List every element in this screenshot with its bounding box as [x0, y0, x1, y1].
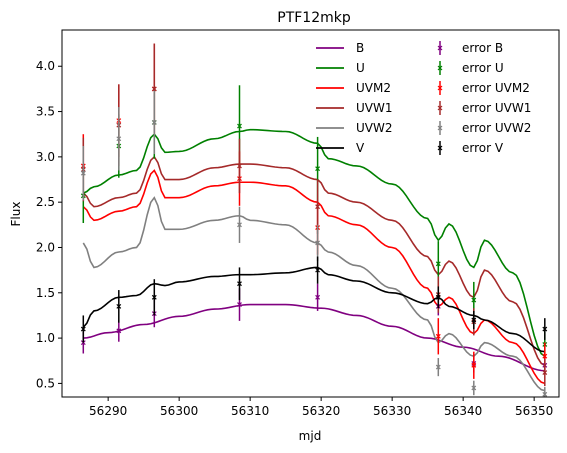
- legend-label: error V: [462, 141, 504, 155]
- data-point: [471, 297, 477, 303]
- data-point: [151, 294, 157, 300]
- data-point: [237, 281, 242, 287]
- x-tick-label: 56340: [444, 404, 482, 418]
- y-tick-label: 2.0: [36, 240, 55, 254]
- plot-frame: [61, 29, 560, 398]
- y-tick-label: 2.5: [36, 195, 55, 209]
- data-point: [471, 317, 477, 323]
- x-tick-label: 56290: [89, 404, 127, 418]
- x-tick-label: 56330: [373, 404, 411, 418]
- legend-label: B: [356, 41, 364, 55]
- x-tick-label: 56350: [515, 404, 553, 418]
- data-point: [315, 294, 321, 300]
- legend-label: error UVW2: [462, 121, 531, 135]
- data-point: [435, 364, 441, 370]
- series-line-v: [82, 266, 545, 353]
- legend-label: error UVM2: [462, 81, 530, 95]
- data-point: [542, 326, 548, 332]
- data-point: [151, 120, 157, 125]
- data-point: [80, 340, 86, 346]
- x-axis-label: mjd: [299, 429, 322, 443]
- data-point: [80, 326, 86, 332]
- y-tick-label: 3.5: [36, 105, 55, 119]
- series-line-uvm2: [82, 169, 546, 385]
- legend-marker: [437, 145, 443, 151]
- data-point: [237, 163, 242, 169]
- x-tick-label: 56320: [302, 404, 340, 418]
- y-tick-label: 4.0: [36, 59, 55, 73]
- y-tick-label: 0.5: [36, 376, 55, 390]
- x-tick-label: 56300: [160, 404, 198, 418]
- data-point: [116, 136, 122, 142]
- series-line-uvw2: [82, 196, 546, 392]
- legend-marker: [437, 65, 443, 71]
- data-point: [435, 261, 441, 267]
- legend-marker: [437, 85, 443, 91]
- y-tick-label: 1.0: [36, 331, 55, 345]
- plot-area: [80, 43, 548, 397]
- chart-title: PTF12mkp: [277, 10, 351, 26]
- data-point: [237, 222, 242, 228]
- series-line-uvw1: [82, 155, 546, 366]
- x-axis: 56290 56300 56310 56320 56330 56340 56350: [89, 397, 553, 418]
- y-axis-label: Flux: [9, 202, 23, 227]
- data-point: [315, 204, 321, 210]
- legend-label: U: [356, 61, 365, 75]
- legend-label: UVM2: [356, 81, 391, 95]
- data-point: [315, 166, 321, 172]
- data-point: [237, 302, 242, 307]
- legend-label: error U: [462, 61, 504, 75]
- data-point: [542, 391, 548, 397]
- data-point: [116, 303, 122, 309]
- x-tick-label: 56310: [231, 404, 269, 418]
- legend-marker: [437, 125, 443, 131]
- data-point: [151, 86, 157, 92]
- legend-marker: [437, 105, 443, 111]
- legend-label: V: [356, 141, 365, 155]
- legend-label: UVW1: [356, 101, 393, 115]
- legend-marker: [437, 45, 443, 51]
- errorbar-group-error-v: [80, 256, 548, 343]
- data-point: [435, 294, 441, 300]
- data-point: [315, 240, 321, 246]
- data-point: [471, 385, 477, 391]
- series-line-b: [83, 303, 545, 372]
- data-point: [471, 362, 477, 368]
- legend-label: UVW2: [356, 121, 393, 135]
- data-point: [542, 370, 548, 375]
- series-line-u: [82, 128, 546, 357]
- data-point: [315, 267, 321, 273]
- legend-label: error B: [462, 41, 503, 55]
- y-tick-label: 1.5: [36, 286, 55, 300]
- legend-label: error UVW1: [462, 101, 531, 115]
- data-point: [237, 123, 242, 129]
- data-point: [542, 353, 548, 359]
- y-axis: 0.5 1.0 1.5 2.0 2.5 3.0 3.5 4.0: [36, 59, 62, 390]
- data-point: [116, 328, 122, 334]
- data-point: [435, 333, 441, 339]
- data-point: [80, 170, 86, 176]
- y-tick-label: 3.0: [36, 150, 55, 164]
- errorbar-group-error-uvw2: [80, 90, 548, 397]
